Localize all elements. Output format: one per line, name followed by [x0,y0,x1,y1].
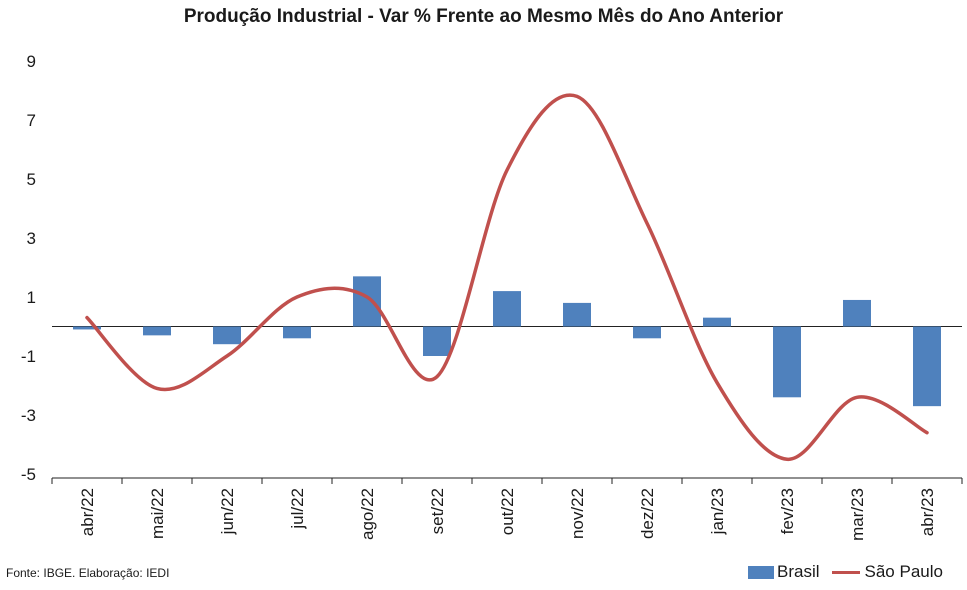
chart-title: Produção Industrial - Var % Frente ao Me… [183,6,784,27]
y-tick-label: 5 [27,170,36,189]
bar-brasil [913,326,941,407]
y-axis-labels: 9 7 5 3 1 -1 -3 -5 [21,52,36,484]
bar-series-brasil [73,276,941,407]
x-tick-label: jan/23 [708,488,727,535]
x-tick-label: abr/23 [918,488,937,536]
y-tick-label: 7 [27,111,36,130]
bar-brasil [423,326,451,356]
legend-swatch-sao-paulo [831,570,860,574]
x-tick-label: jun/22 [218,488,237,535]
y-tick-label: 9 [27,52,36,71]
x-tick-label: dez/22 [638,488,657,539]
x-tick-label: mar/23 [848,488,867,541]
x-tick-label: ago/22 [358,488,377,540]
bar-brasil [633,326,661,339]
source-note: Fonte: IBGE. Elaboração: IEDI [6,566,170,580]
legend-item-brasil: Brasil [748,562,820,582]
x-tick-label: nov/22 [568,488,587,539]
bar-brasil [73,326,101,330]
bar-brasil [773,326,801,398]
y-tick-label: -1 [21,347,36,366]
y-tick-label: -5 [21,465,36,484]
legend-item-sao-paulo: São Paulo [820,562,943,582]
legend-label-brasil: Brasil [777,562,820,581]
bar-brasil [283,326,311,339]
bar-brasil [703,317,731,327]
chart-legend: Brasil São Paulo [748,562,943,582]
y-tick-label: 3 [27,229,36,248]
bar-brasil [843,299,871,327]
x-tick-label: fev/23 [778,488,797,534]
y-tick-label: -3 [21,406,36,425]
bar-brasil [213,326,241,345]
y-tick-label: 1 [27,288,36,307]
line-series-sao-paulo [85,93,929,461]
x-tick-label: out/22 [498,488,517,535]
x-axis-labels: abr/22 mai/22 jun/22 jul/22 ago/22 set/22 out/… [78,488,937,541]
bar-brasil [493,291,521,327]
x-tick-label: set/22 [428,488,447,534]
x-tick-label: abr/22 [78,488,97,536]
bar-brasil [143,326,171,336]
legend-label-sao-paulo: São Paulo [864,562,943,581]
x-tick-label: jul/22 [288,488,307,530]
bar-brasil [353,276,381,327]
legend-swatch-brasil [748,565,774,579]
bar-brasil [563,302,591,327]
x-tick-label: mai/22 [148,488,167,539]
x-axis-ticks [51,478,963,484]
